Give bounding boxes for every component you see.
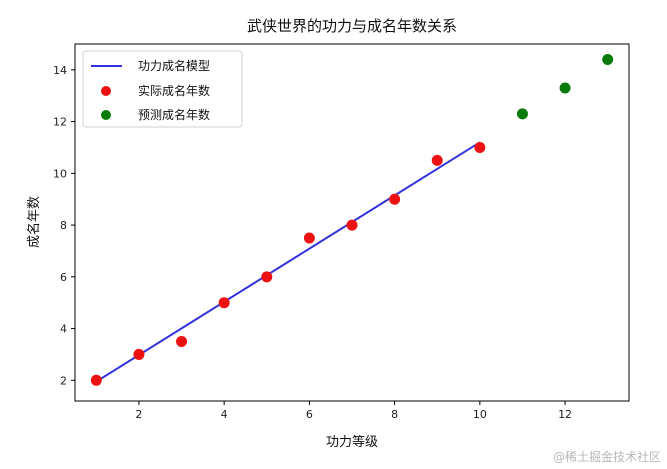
legend-dot-predicted (101, 110, 111, 120)
y-tick-label: 10 (53, 167, 67, 180)
legend-box (82, 50, 243, 128)
chart-title: 武侠世界的功力与成名年数关系 (247, 17, 457, 35)
plot-area-frame (74, 43, 630, 402)
x-axis-label: 功力等级 (326, 434, 378, 450)
predicted-data-point (559, 82, 571, 94)
predicted-data-point (516, 108, 528, 120)
actual-data-point (431, 154, 443, 166)
actual-data-point (389, 193, 401, 205)
series-layer (90, 54, 614, 386)
y-tick-label: 8 (60, 219, 67, 232)
actual-data-point (303, 232, 315, 244)
x-tick-label: 8 (391, 408, 398, 421)
watermark: @稀土掘金技术社区 (553, 449, 661, 464)
actual-data-point (474, 141, 486, 153)
actual-data-point (133, 348, 145, 360)
legend-label-model: 功力成名模型 (138, 58, 210, 73)
actual-data-point (261, 271, 273, 283)
y-tick-label: 4 (60, 323, 67, 336)
x-tick-label: 6 (306, 408, 313, 421)
x-tick-label: 10 (473, 408, 487, 421)
series-line-model (95, 141, 481, 383)
legend: 功力成名模型 实际成名年数 预测成名年数 (82, 50, 243, 128)
actual-data-point (218, 297, 230, 309)
y-tick-label: 2 (60, 374, 67, 387)
legend-label-predicted: 预测成名年数 (138, 107, 210, 122)
x-tick-label: 2 (135, 408, 142, 421)
actual-data-point (176, 336, 188, 347)
legend-label-actual: 实际成名年数 (138, 83, 210, 98)
actual-data-point (346, 219, 358, 231)
y-axis: 2 4 6 8 10 12 14 (53, 64, 75, 387)
x-tick-label: 4 (221, 408, 228, 421)
x-axis: 2 4 6 8 10 12 (135, 401, 572, 421)
y-tick-label: 6 (60, 271, 67, 284)
y-tick-label: 14 (53, 64, 67, 77)
legend-dot-actual (101, 86, 111, 96)
x-tick-label: 12 (558, 408, 572, 421)
y-tick-label: 12 (53, 116, 67, 129)
actual-data-point (90, 374, 102, 386)
y-axis-label: 成名年数 (26, 196, 42, 248)
predicted-data-point (602, 54, 614, 66)
